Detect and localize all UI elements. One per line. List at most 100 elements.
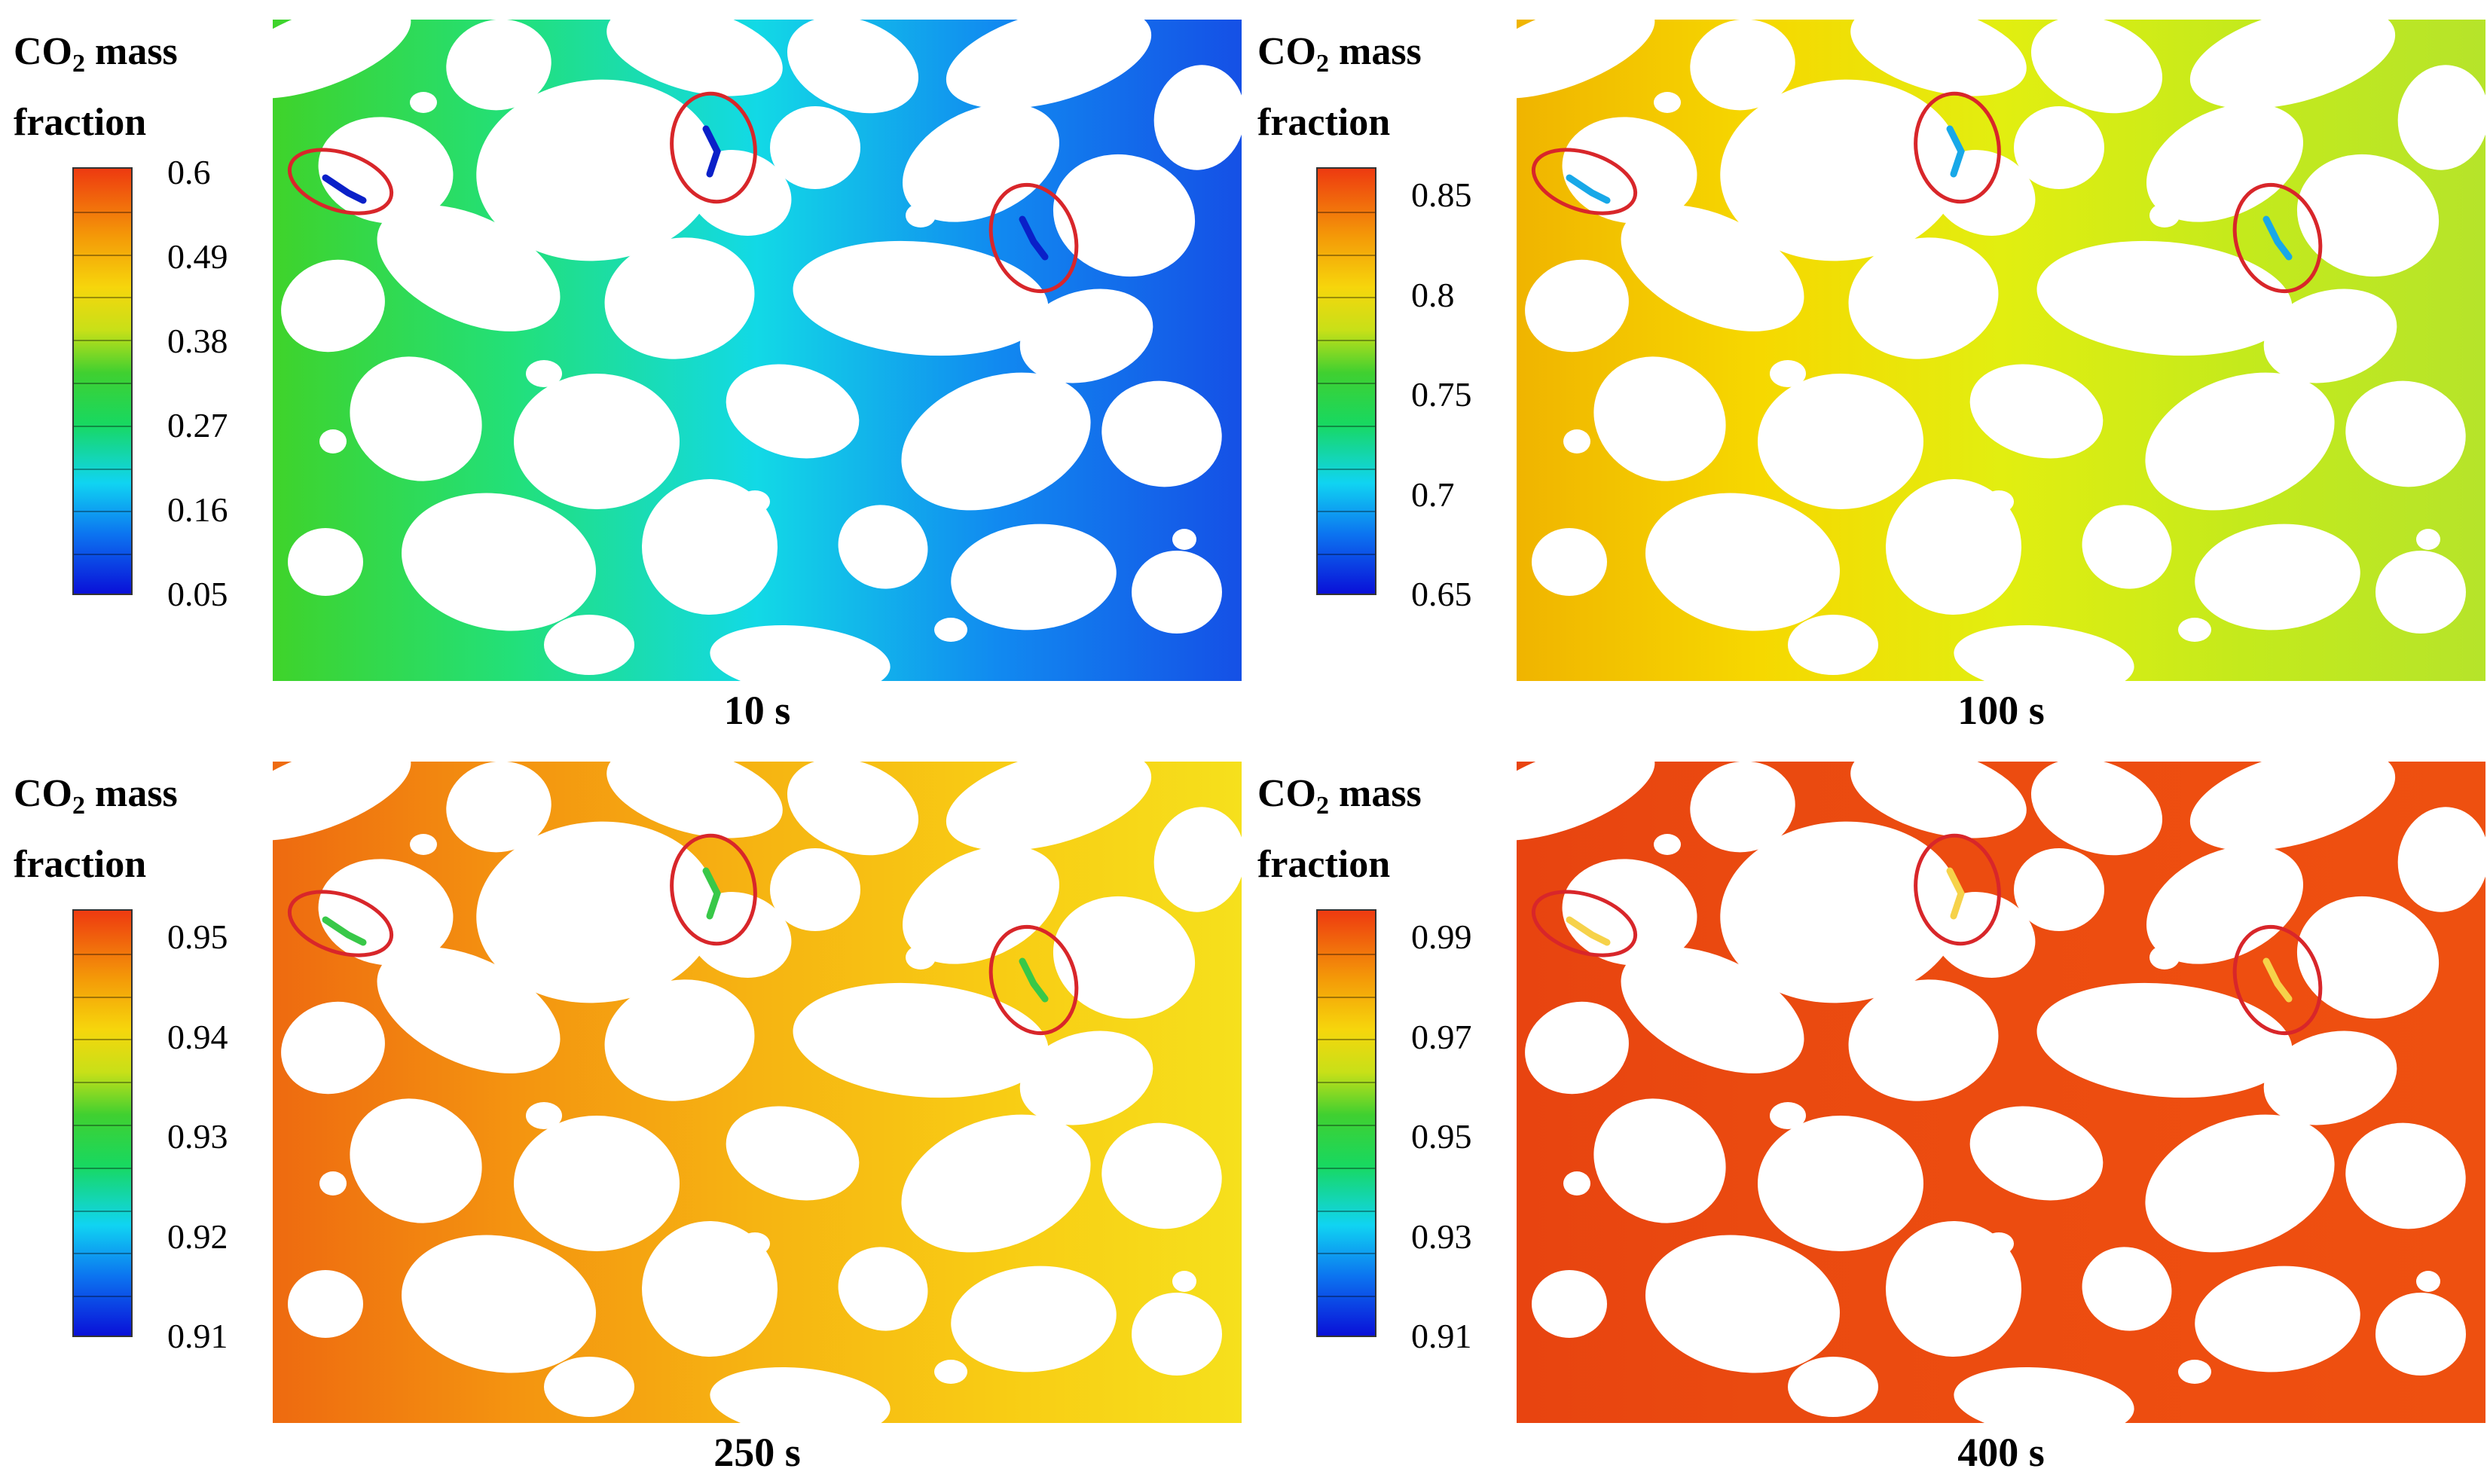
throat-mark: [1946, 125, 1965, 178]
solid-grain: [2036, 982, 2293, 1098]
solid-grain: [770, 106, 860, 189]
solid-grain: [476, 79, 717, 261]
solid-grain: [1132, 551, 1222, 634]
solid-grain: [2149, 203, 2180, 227]
solid-grain: [2263, 289, 2397, 383]
solid-grain: [1770, 360, 1806, 387]
solid-grain: [787, 762, 919, 856]
solid-grain: [1621, 205, 1804, 331]
solid-grain: [526, 1102, 562, 1129]
legend-title: CO2 mass fraction: [1257, 772, 1422, 886]
solid-grain: [273, 762, 411, 841]
solid-grain: [319, 1171, 347, 1195]
colorbar-gridline: [1318, 340, 1375, 342]
solid-grain: [319, 429, 347, 453]
solid-grain: [2178, 1360, 2211, 1384]
colorbar: [72, 909, 133, 1337]
solid-grain: [1954, 1366, 2134, 1423]
solid-grain: [1153, 65, 1242, 170]
colorbar-gridline: [1318, 511, 1375, 513]
solid-grain: [606, 762, 783, 838]
solid-grain: [1525, 1001, 1629, 1095]
solid-grain: [903, 103, 1059, 222]
solid-grain: [1101, 1122, 1222, 1229]
solid-grain: [281, 259, 385, 353]
solid-grain: [726, 1106, 860, 1201]
solid-grain: [838, 1247, 928, 1331]
solid-grain: [903, 845, 1059, 964]
colorbar-gridline: [1318, 554, 1375, 556]
solid-grain: [476, 821, 717, 1003]
solid-grain: [838, 505, 928, 589]
solid-grain: [377, 947, 561, 1073]
highlight-circle: [1914, 91, 2001, 204]
solid-grain: [2296, 154, 2440, 277]
solid-grain: [2082, 1247, 2172, 1331]
solid-grain: [2195, 524, 2360, 631]
colorbar-gridline: [1318, 1296, 1375, 1298]
solid-grain: [934, 618, 967, 642]
solid-grain: [2014, 106, 2104, 189]
solid-grain: [1132, 1293, 1222, 1376]
solid-grain: [1886, 479, 2021, 615]
solid-grain: [2263, 1031, 2397, 1125]
porous-media-map: [1517, 762, 2485, 1423]
colorbar-gridline: [1318, 996, 1375, 998]
solid-grain: [2375, 1293, 2466, 1376]
colorbar-gridline: [1318, 1253, 1375, 1255]
colorbar-tick-label: 0.38: [167, 322, 228, 360]
solid-grain: [2189, 20, 2396, 109]
throat-mark: [1019, 957, 1049, 1003]
solid-grain: [1654, 834, 1681, 855]
time-label: 250 s: [713, 1430, 801, 1475]
solid-grain: [906, 203, 936, 227]
colorbar: [1316, 167, 1376, 595]
solid-grain: [2146, 845, 2303, 964]
solid-grain: [1848, 237, 1999, 359]
colorbar-tick-label: 0.95: [1411, 1117, 1472, 1156]
solid-grain: [1172, 529, 1196, 550]
solid-grain: [1984, 490, 2014, 513]
solid-grain: [787, 20, 919, 114]
solid-grain: [1758, 374, 1923, 509]
solid-grain: [1172, 1271, 1196, 1292]
colorbar-gridline: [1318, 1082, 1375, 1084]
solid-grain: [544, 615, 634, 675]
solid-grain: [2030, 762, 2163, 856]
colorbar-tick-label: 0.85: [1411, 176, 1472, 214]
colorbar-gridline: [1318, 211, 1375, 213]
solid-grain: [2296, 896, 2440, 1019]
solid-grain: [1954, 624, 2134, 681]
legend-title: CO2 mass fraction: [14, 30, 178, 144]
colorbar-gridline: [1318, 425, 1375, 427]
solid-grain: [1563, 429, 1590, 453]
solid-grain: [642, 1221, 778, 1357]
colorbar-gridline: [74, 383, 131, 384]
solid-grain: [1621, 947, 1804, 1073]
solid-grain: [1850, 20, 2027, 96]
throat-mark: [1566, 916, 1611, 946]
solid-grain: [1758, 1116, 1923, 1251]
colorbar-gridline: [74, 1296, 131, 1298]
solid-grain: [951, 1266, 1117, 1373]
solid-grain: [2195, 1266, 2360, 1373]
solid-grain: [642, 479, 778, 615]
solid-grain: [604, 237, 755, 359]
solid-grain: [2030, 20, 2163, 114]
solid-grain: [1862, 840, 1895, 864]
solid-grain: [946, 762, 1152, 851]
solid-grain: [2178, 618, 2211, 642]
colorbar-gridline: [1318, 953, 1375, 955]
throat-mark: [1946, 867, 1965, 920]
highlight-circle: [988, 924, 1079, 1036]
colorbar-tick-label: 0.95: [167, 918, 228, 956]
solid-grain: [1101, 380, 1222, 487]
solid-grain: [1969, 364, 2104, 459]
solid-grain: [1969, 1106, 2104, 1201]
colorbar-gridline: [74, 1253, 131, 1255]
highlight-circle: [670, 833, 757, 946]
colorbar: [1316, 909, 1376, 1337]
colorbar-tick-label: 0.8: [1411, 275, 1455, 314]
solid-grain: [1850, 762, 2027, 838]
